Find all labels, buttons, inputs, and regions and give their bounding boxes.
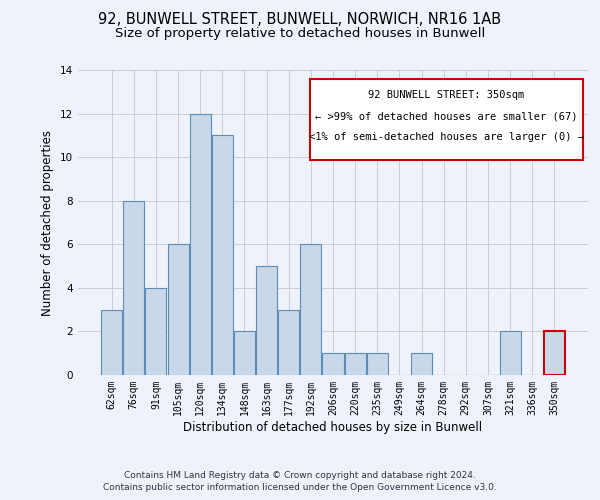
Bar bbox=[124, 200, 145, 375]
Text: <1% of semi-detached houses are larger (0) →: <1% of semi-detached houses are larger (… bbox=[309, 132, 584, 142]
Bar bbox=[101, 310, 122, 375]
Bar bbox=[301, 244, 322, 375]
Bar bbox=[322, 353, 344, 375]
Bar bbox=[145, 288, 166, 375]
Text: 92, BUNWELL STREET, BUNWELL, NORWICH, NR16 1AB: 92, BUNWELL STREET, BUNWELL, NORWICH, NR… bbox=[98, 12, 502, 28]
Text: ← >99% of detached houses are smaller (67): ← >99% of detached houses are smaller (6… bbox=[315, 111, 578, 121]
Bar bbox=[190, 114, 211, 375]
Bar bbox=[544, 332, 565, 375]
Text: Contains HM Land Registry data © Crown copyright and database right 2024.
Contai: Contains HM Land Registry data © Crown c… bbox=[103, 471, 497, 492]
Bar bbox=[344, 353, 365, 375]
Bar bbox=[256, 266, 277, 375]
FancyBboxPatch shape bbox=[310, 79, 583, 160]
Bar bbox=[367, 353, 388, 375]
Bar bbox=[167, 244, 188, 375]
Bar bbox=[212, 136, 233, 375]
Bar bbox=[234, 332, 255, 375]
Bar bbox=[500, 332, 521, 375]
Text: Size of property relative to detached houses in Bunwell: Size of property relative to detached ho… bbox=[115, 28, 485, 40]
Y-axis label: Number of detached properties: Number of detached properties bbox=[41, 130, 55, 316]
Bar bbox=[411, 353, 432, 375]
Text: 92 BUNWELL STREET: 350sqm: 92 BUNWELL STREET: 350sqm bbox=[368, 90, 524, 100]
X-axis label: Distribution of detached houses by size in Bunwell: Distribution of detached houses by size … bbox=[184, 420, 482, 434]
Bar bbox=[278, 310, 299, 375]
